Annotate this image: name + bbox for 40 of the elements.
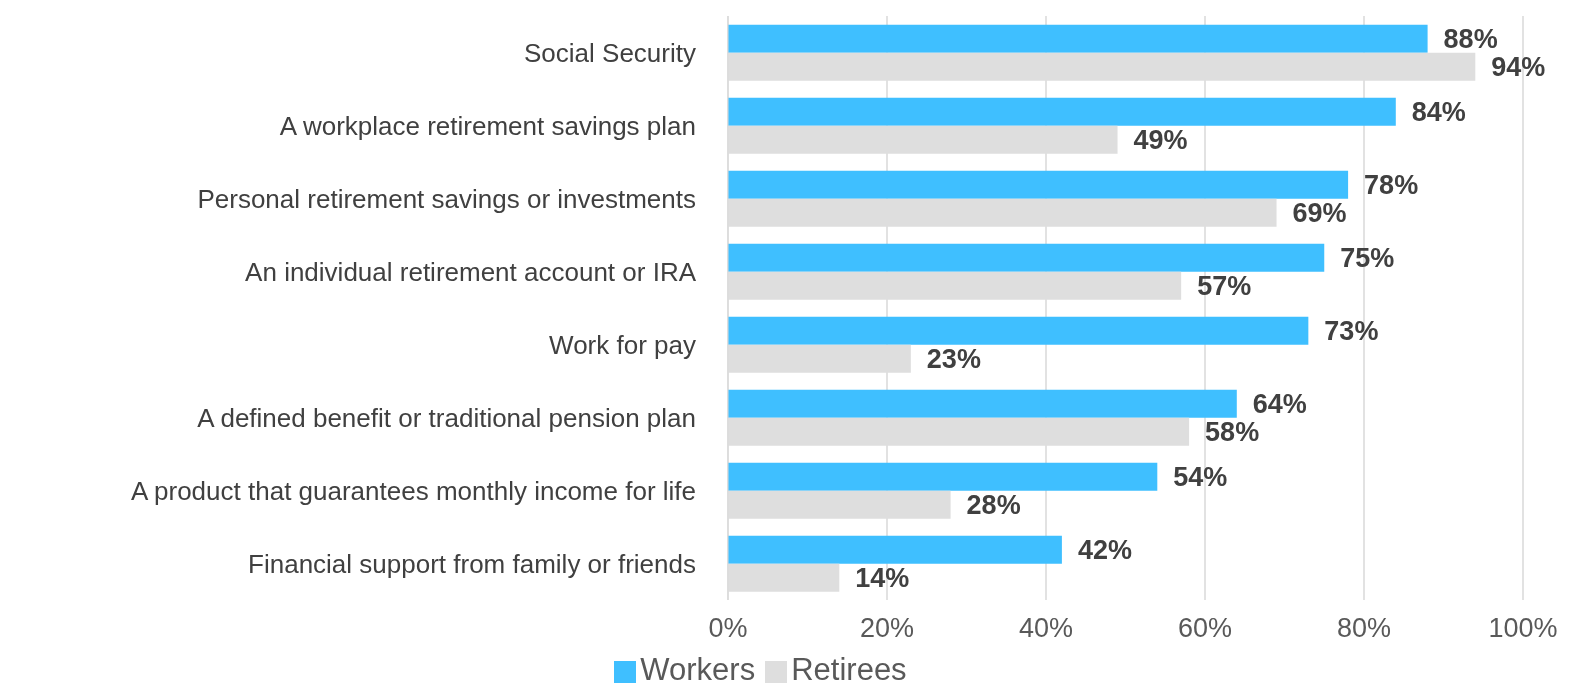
y-tick-label: A workplace retirement savings plan — [279, 110, 696, 141]
data-label: 28% — [966, 490, 1021, 521]
bar — [728, 316, 1309, 345]
y-tick-label: A product that guarantees monthly income for life — [130, 475, 696, 506]
x-tick-label: 60% — [1177, 613, 1233, 644]
x-tick-label: 40% — [1018, 613, 1074, 644]
data-label: 64% — [1252, 389, 1307, 420]
bar — [728, 243, 1325, 272]
data-label: 54% — [1173, 462, 1228, 493]
data-label: 78% — [1364, 170, 1419, 201]
x-tick-label: 80% — [1336, 613, 1392, 644]
y-tick-label: Social Security — [524, 37, 696, 68]
data-label: 69% — [1292, 198, 1347, 229]
data-label: 75% — [1340, 243, 1395, 274]
y-tick-label: Financial support from family or friends — [248, 548, 696, 579]
legend-label: Retirees — [791, 652, 907, 687]
data-label: 84% — [1411, 97, 1466, 128]
data-label: 58% — [1205, 417, 1260, 448]
x-tick-label: 100% — [1488, 613, 1558, 644]
data-label: 49% — [1133, 125, 1188, 156]
data-label: 94% — [1491, 52, 1546, 83]
y-tick-label: Personal retirement savings or investments — [197, 183, 696, 214]
data-label: 23% — [926, 344, 981, 375]
data-label: 88% — [1443, 24, 1498, 55]
x-tick-label: 20% — [859, 613, 915, 644]
data-label: 57% — [1197, 271, 1252, 302]
y-tick-label: A defined benefit or traditional pension plan — [197, 402, 696, 433]
bar — [728, 462, 1158, 491]
data-label: 73% — [1324, 316, 1379, 347]
bar — [728, 24, 1428, 53]
data-label: 42% — [1077, 535, 1132, 566]
y-tick-label: Work for pay — [549, 329, 696, 360]
bar — [728, 170, 1349, 199]
data-label: 14% — [855, 563, 910, 594]
x-tick-label: 0% — [708, 613, 748, 644]
bar — [728, 535, 1062, 564]
bar — [728, 389, 1237, 418]
bar — [728, 97, 1396, 126]
y-tick-label: An individual retirement account or IRA — [245, 256, 697, 287]
legend-label: Workers — [640, 652, 756, 687]
